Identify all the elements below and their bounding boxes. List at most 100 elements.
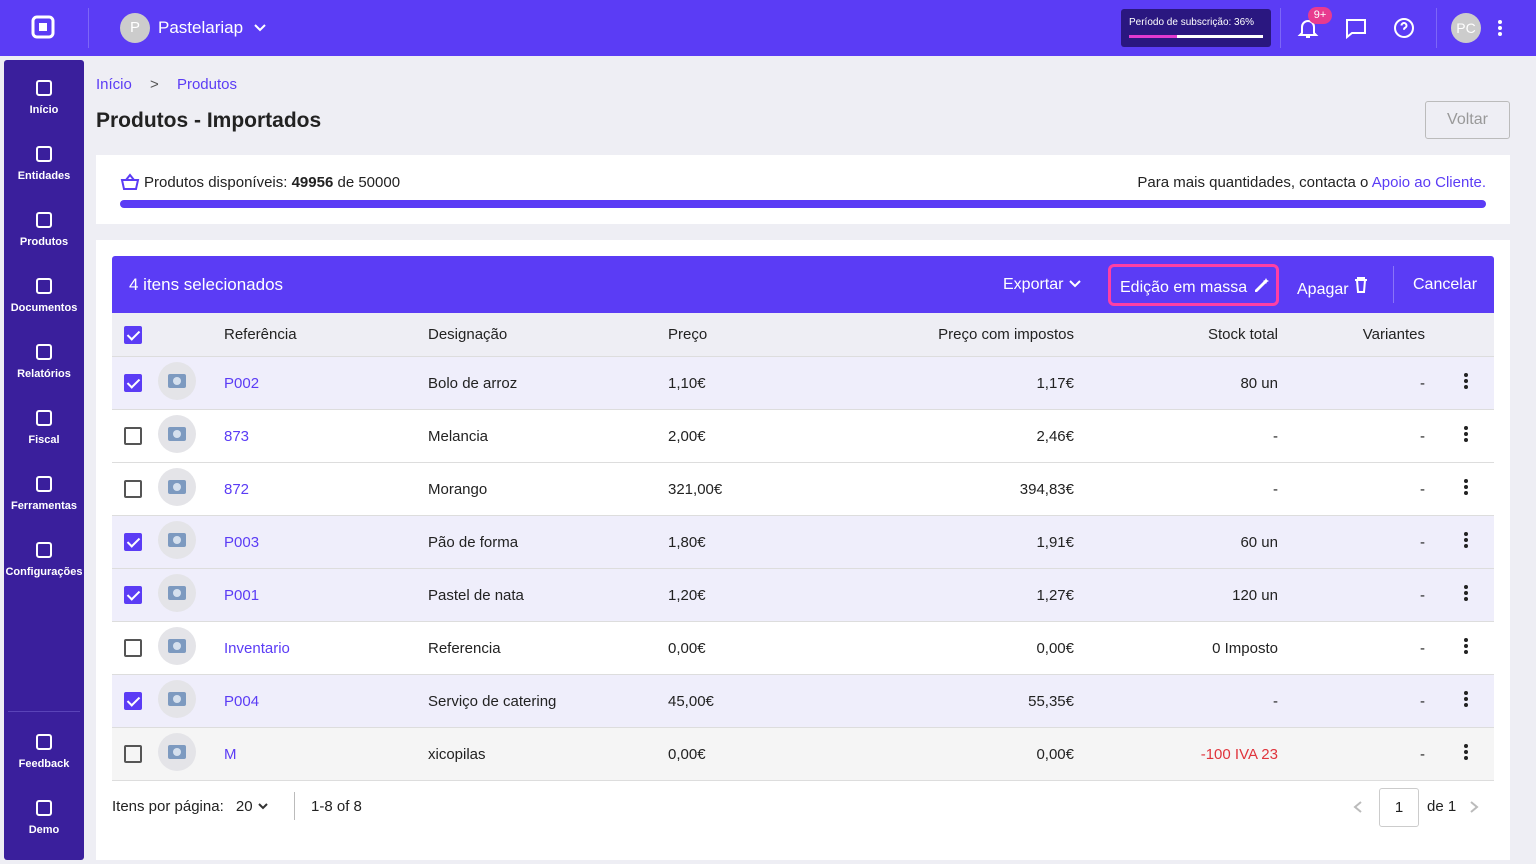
column-header[interactable]: Preço <box>668 326 708 343</box>
nav-item[interactable]: Entidades <box>4 144 84 182</box>
logo[interactable] <box>30 14 58 42</box>
top-bar: P Pastelariap Período de subscrição: 36%… <box>0 0 1536 56</box>
nav-label: Configurações <box>5 566 83 578</box>
export-button[interactable]: Exportar <box>1003 276 1082 294</box>
row-checkbox[interactable] <box>124 586 142 605</box>
nav-item[interactable]: Relatórios <box>4 342 84 380</box>
next-page[interactable] <box>1468 800 1480 814</box>
subscription[interactable]: Período de subscrição: 36% <box>1121 9 1271 47</box>
cell-ref[interactable]: P001 <box>224 586 260 604</box>
mass-edit-button[interactable]: Edição em massa <box>1108 264 1279 306</box>
cell-price-tax: 394,83€ <box>1019 480 1074 498</box>
cell-stock: 80 un <box>1240 374 1278 392</box>
per-page-value: 20 <box>235 798 253 815</box>
row-checkbox[interactable] <box>124 745 142 764</box>
delete-button[interactable]: Apagar <box>1297 276 1369 299</box>
checkbox-cell <box>112 745 157 764</box>
company-avatar[interactable]: P <box>120 13 150 43</box>
nav-label: Relatórios <box>17 368 71 380</box>
nav-item[interactable]: Feedback <box>4 732 84 770</box>
row-menu[interactable] <box>1437 425 1494 447</box>
cell-name: Bolo de arroz <box>428 374 518 392</box>
cell-price: 1,20€ <box>668 586 706 604</box>
row-menu[interactable] <box>1437 478 1494 500</box>
row-menu[interactable] <box>1437 637 1494 659</box>
image-cell <box>157 573 212 617</box>
per-page-select[interactable]: 20 <box>236 798 269 815</box>
breadcrumb-current[interactable]: Produtos <box>176 76 238 93</box>
column-header[interactable]: Variantes <box>1362 326 1425 343</box>
row-menu[interactable] <box>1437 372 1494 394</box>
image-cell <box>157 467 212 511</box>
nav-item[interactable]: Configurações <box>4 540 84 578</box>
row-checkbox[interactable] <box>124 692 142 711</box>
company-name[interactable]: Pastelariap <box>158 18 244 37</box>
row-checkbox[interactable] <box>124 480 142 499</box>
cancel-button[interactable]: Cancelar <box>1413 276 1478 293</box>
row-checkbox[interactable] <box>124 533 142 552</box>
support-link[interactable]: Apoio ao Cliente. <box>1371 174 1486 191</box>
cell-price: 2,00€ <box>668 427 706 445</box>
delete-label: Apagar <box>1297 281 1349 298</box>
pagination: Itens por página: 20 <box>112 798 269 815</box>
row-checkbox[interactable] <box>124 427 142 446</box>
cell-ref[interactable]: Inventario <box>224 639 290 657</box>
messages[interactable] <box>1344 16 1368 40</box>
page-range: 1-8 of 8 <box>311 798 362 815</box>
page-input[interactable]: 1 <box>1379 788 1419 827</box>
cell-price: 1,10€ <box>668 374 706 392</box>
cell-variants: - <box>1420 586 1425 604</box>
table-row: 872 Morango 321,00€ 394,83€ - - <box>112 463 1494 516</box>
column-header[interactable]: Stock total <box>1207 326 1278 343</box>
cell-name: Morango <box>428 480 488 498</box>
image-cell <box>157 414 212 458</box>
checkbox-cell <box>112 639 157 658</box>
more-menu[interactable] <box>1494 18 1506 38</box>
product-image <box>158 733 196 771</box>
nav-label: Produtos <box>19 236 69 248</box>
column-header[interactable]: Preço com impostos <box>938 326 1074 343</box>
column-header[interactable]: Referência <box>224 326 297 343</box>
table-row: Inventario Referencia 0,00€ 0,00€ 0 Imposto - <box>112 622 1494 675</box>
help[interactable] <box>1392 16 1416 40</box>
company-dropdown[interactable] <box>253 22 267 34</box>
cell-name: Serviço de catering <box>428 692 557 710</box>
image-cell <box>157 361 212 405</box>
cell-variants: - <box>1420 639 1425 657</box>
nav-label: Entidades <box>17 170 71 182</box>
nav-item[interactable]: Fiscal <box>4 408 84 446</box>
row-menu[interactable] <box>1437 584 1494 606</box>
nav-item[interactable]: Produtos <box>4 210 84 248</box>
column-header[interactable]: Designação <box>428 326 508 343</box>
nav-item[interactable]: Demo <box>4 798 84 836</box>
row-menu[interactable] <box>1437 531 1494 553</box>
row-checkbox[interactable] <box>124 374 142 393</box>
cell-stock: 0 Imposto <box>1212 639 1278 657</box>
nav-item[interactable]: Início <box>4 78 84 116</box>
cell-price-tax: 2,46€ <box>1036 427 1074 445</box>
user-avatar[interactable]: PC <box>1451 13 1481 43</box>
cell-name: xicopilas <box>428 745 486 763</box>
row-menu[interactable] <box>1437 743 1494 765</box>
quota-label: Produtos disponíveis: <box>144 174 288 191</box>
cell-price-tax: 0,00€ <box>1036 745 1074 763</box>
sidebar: Início Entidades Produtos Documentos Relatór… <box>4 60 84 860</box>
cell-stock: - <box>1273 692 1278 710</box>
cell-variants: - <box>1420 427 1425 445</box>
cell-ref[interactable]: 873 <box>224 427 250 445</box>
back-button[interactable]: Voltar <box>1425 101 1510 139</box>
cell-ref[interactable]: P003 <box>224 533 260 551</box>
breadcrumb-link[interactable]: Início <box>96 76 132 93</box>
prev-page[interactable] <box>1352 800 1364 814</box>
cell-ref[interactable]: 872 <box>224 480 250 498</box>
row-checkbox[interactable] <box>124 639 142 658</box>
cell-ref[interactable]: M <box>224 745 237 763</box>
cell-ref[interactable]: P004 <box>224 692 260 710</box>
quota-note-text: Para mais quantidades, contacta o <box>1137 174 1369 191</box>
cell-ref[interactable]: P002 <box>224 374 260 392</box>
cell-price: 45,00€ <box>668 692 714 710</box>
nav-item[interactable]: Ferramentas <box>4 474 84 512</box>
row-menu[interactable] <box>1437 690 1494 712</box>
nav-item[interactable]: Documentos <box>4 276 84 314</box>
